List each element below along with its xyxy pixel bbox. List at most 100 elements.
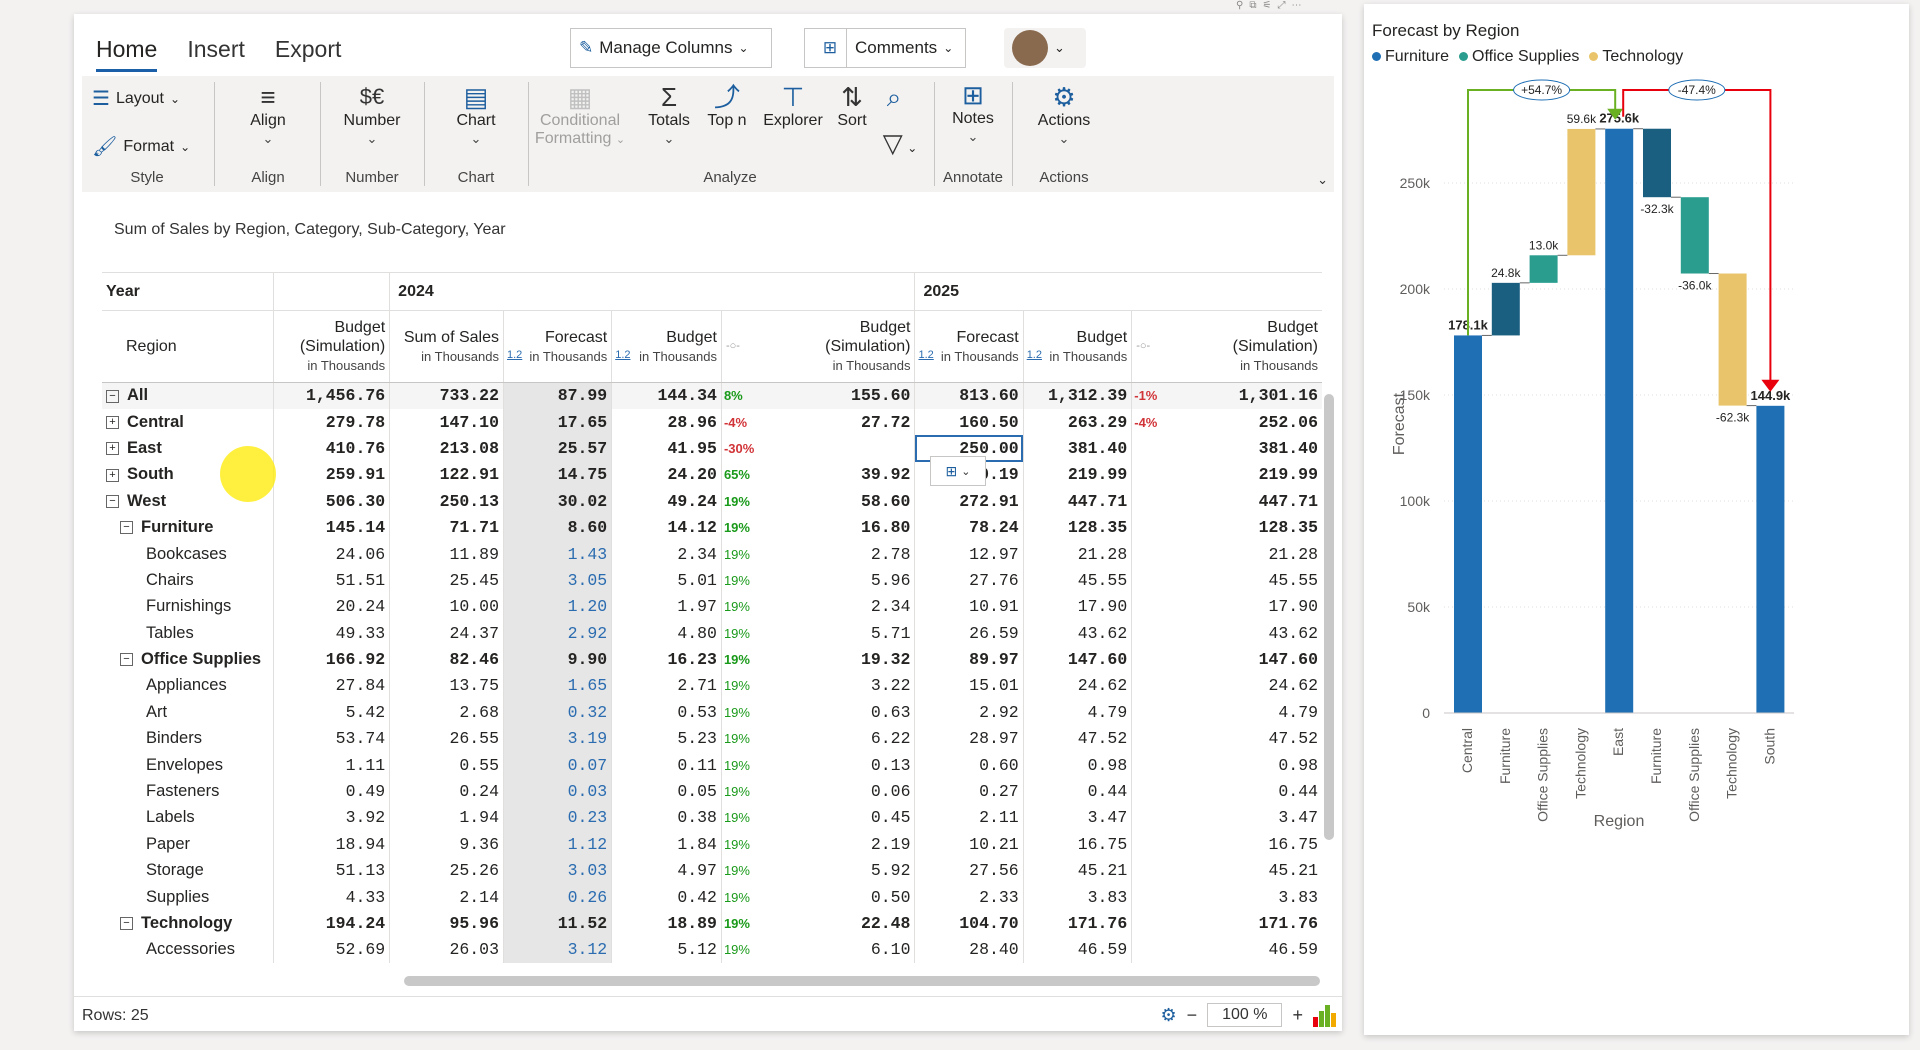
table-row[interactable]: − All 1,456.76 733.22 87.99 144.34 8% 155.60 813…	[102, 382, 1322, 409]
table-cell[interactable]: 16.75	[1022, 831, 1132, 858]
table-cell[interactable]: 3.47	[1022, 804, 1132, 832]
expand-icon[interactable]: +	[106, 468, 119, 482]
table-row[interactable]: Envelopes 1.11 0.55 0.07 0.11 19% 0.13 0.60 0.98…	[102, 751, 1322, 779]
table-cell[interactable]: 0.07	[502, 751, 612, 779]
table-row[interactable]: Labels 3.92 1.94 0.23 0.38 19% 0.45 2.11 3.47 3.4…	[102, 804, 1322, 832]
table-cell[interactable]	[1131, 936, 1174, 964]
actions-button[interactable]: ⚙ Actions ⌄	[1032, 82, 1096, 148]
table-cell[interactable]: 0.49	[273, 778, 390, 805]
legend-item-office-supplies[interactable]: Office Supplies	[1459, 48, 1579, 66]
table-cell[interactable]: 19%	[720, 593, 766, 621]
table-cell[interactable]: 24.62	[1268, 676, 1318, 696]
row-label[interactable]: Labels	[146, 808, 195, 827]
sort-button[interactable]: ⇅ Sort	[832, 82, 872, 130]
collapse-icon[interactable]: −	[120, 653, 133, 667]
year-2024-header[interactable]: 2024	[389, 272, 915, 311]
table-cell[interactable]: 82.46	[389, 646, 504, 673]
table-cell[interactable]: 19%	[720, 699, 766, 726]
table-cell[interactable]: 26.55	[389, 725, 504, 752]
table-cell[interactable]: 160.50	[914, 408, 1024, 436]
table-row[interactable]: Furnishings 20.24 10.00 1.20 1.97 19% 2.34 10.9…	[102, 593, 1322, 621]
table-cell[interactable]: 3.83	[1278, 887, 1318, 907]
row-label[interactable]: Tables	[146, 623, 194, 642]
table-cell[interactable]: 10.21	[914, 831, 1024, 858]
legend-item-technology[interactable]: Technology	[1589, 48, 1683, 66]
table-cell[interactable]: 10.91	[914, 593, 1024, 621]
column-header[interactable]: 1.2 Forecast in Thousands	[502, 310, 612, 383]
table-cell[interactable]: -30%	[720, 435, 766, 462]
format-button[interactable]: 🖌 Format ⌄	[92, 134, 190, 159]
column-header[interactable]: Budget (Simulation) in Thousands	[1173, 310, 1322, 383]
table-row[interactable]: Tables 49.33 24.37 2.92 4.80 19% 5.71 26.59 43.6…	[102, 620, 1322, 647]
table-cell[interactable]: 0.63	[870, 702, 911, 722]
table-cell[interactable]: -4%	[1131, 408, 1174, 436]
table-cell[interactable]: 78.24	[914, 514, 1024, 541]
collapse-icon[interactable]: −	[106, 389, 119, 403]
table-cell[interactable]: 47.52	[1022, 725, 1132, 752]
row-label[interactable]: − West	[102, 488, 274, 514]
table-cell[interactable]: 5.23	[611, 725, 722, 752]
table-row[interactable]: Paper 18.94 9.36 1.12 1.84 19% 2.19 10.21 16.75 1…	[102, 831, 1322, 858]
table-cell[interactable]: 9.36	[389, 831, 504, 858]
table-cell[interactable]: 27.76	[914, 567, 1024, 594]
table-cell[interactable]: 19%	[720, 857, 766, 884]
table-cell[interactable]: 39.92	[860, 465, 911, 485]
tab-insert[interactable]: Insert	[187, 36, 245, 62]
table-cell[interactable]: 155.60	[765, 382, 915, 409]
row-label[interactable]: Storage	[146, 861, 204, 880]
table-cell[interactable]: 733.22	[389, 382, 504, 409]
table-cell[interactable]: 0.27	[914, 778, 1024, 805]
table-cell[interactable]: 26.59	[914, 620, 1024, 647]
row-label[interactable]: + South	[102, 462, 274, 488]
table-cell[interactable]	[1131, 593, 1174, 621]
table-cell[interactable]: 27.56	[914, 857, 1024, 884]
table-cell[interactable]	[1131, 620, 1174, 647]
table-cell[interactable]: 1.84	[611, 831, 722, 858]
table-cell[interactable]: 145.14	[273, 514, 390, 541]
variance-header[interactable]: -○-	[1131, 310, 1174, 383]
table-row[interactable]: Chairs 51.51 25.45 3.05 5.01 19% 5.96 27.76 45.5…	[102, 567, 1322, 594]
pin-icon[interactable]: ⚲	[1236, 0, 1244, 11]
table-cell[interactable]: 18.94	[273, 831, 390, 858]
row-label[interactable]: Fasteners	[146, 782, 220, 801]
table-cell[interactable]: 71.71	[389, 514, 504, 541]
table-cell[interactable]: 4.97	[611, 857, 722, 884]
table-cell[interactable]: 1.97	[611, 593, 722, 621]
table-cell[interactable]: -1%	[1131, 382, 1174, 409]
row-label[interactable]: Furnishings	[146, 597, 232, 616]
row-label[interactable]: Appliances	[146, 676, 227, 695]
table-cell[interactable]: 272.91	[914, 488, 1024, 515]
table-cell[interactable]: 45.55	[1022, 567, 1132, 594]
table-cell[interactable]: 25.45	[389, 567, 504, 594]
table-cell[interactable]: 3.47	[1278, 808, 1318, 828]
table-cell[interactable]: 1.11	[273, 751, 390, 779]
table-cell[interactable]: 0.38	[611, 804, 722, 832]
table-cell[interactable]	[1131, 910, 1174, 937]
gear-icon[interactable]: ⚙	[1160, 1004, 1177, 1025]
table-cell[interactable]: 49.24	[611, 488, 722, 515]
table-row[interactable]: Bookcases 24.06 11.89 1.43 2.34 19% 2.78 12.97 2…	[102, 540, 1322, 568]
table-cell[interactable]: 17.90	[1268, 597, 1318, 617]
table-row[interactable]: Accessories 52.69 26.03 3.12 5.12 19% 6.10 28.4…	[102, 936, 1322, 964]
table-cell[interactable]: 19%	[720, 804, 766, 832]
expand-icon[interactable]: ⤢	[1277, 0, 1286, 11]
manage-columns-button[interactable]: ✎ Manage Columns ⌄	[570, 28, 772, 68]
table-cell[interactable]: 3.92	[273, 804, 390, 832]
table-cell[interactable]: 0.50	[870, 887, 911, 907]
table-cell[interactable]: 19%	[720, 831, 766, 858]
table-cell[interactable]: 0.42	[611, 883, 722, 911]
expand-icon[interactable]: +	[106, 442, 119, 456]
table-cell[interactable]: 19%	[720, 646, 766, 673]
table-cell[interactable]: -4%	[720, 408, 766, 436]
table-cell[interactable]	[1131, 567, 1174, 594]
table-cell[interactable]: 45.21	[1022, 857, 1132, 884]
table-cell[interactable]	[1131, 857, 1174, 884]
table-cell[interactable]: 1,301.16	[1173, 382, 1322, 409]
table-cell[interactable]: 45.55	[1268, 570, 1318, 590]
cell-action-button[interactable]: ⊞ ⌄	[930, 456, 986, 486]
table-cell[interactable]: 2.78	[870, 544, 911, 564]
table-cell[interactable]: 2.33	[914, 883, 1024, 911]
table-cell[interactable]: 45.21	[1268, 861, 1318, 881]
filter-button[interactable]: ▽ ⌄	[872, 128, 928, 158]
table-cell[interactable]: 14.12	[611, 514, 722, 541]
